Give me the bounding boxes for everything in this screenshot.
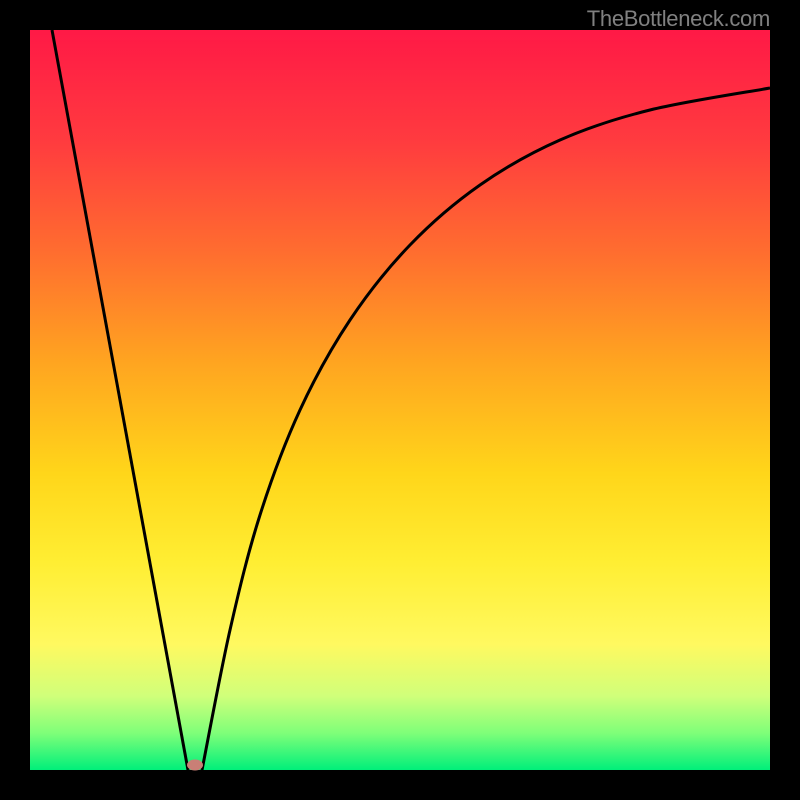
attribution-text: TheBottleneck.com xyxy=(587,6,770,32)
curve-left-branch xyxy=(52,30,188,770)
valley-marker xyxy=(187,760,203,771)
bottleneck-curve xyxy=(30,30,770,770)
curve-right-branch xyxy=(202,88,770,770)
